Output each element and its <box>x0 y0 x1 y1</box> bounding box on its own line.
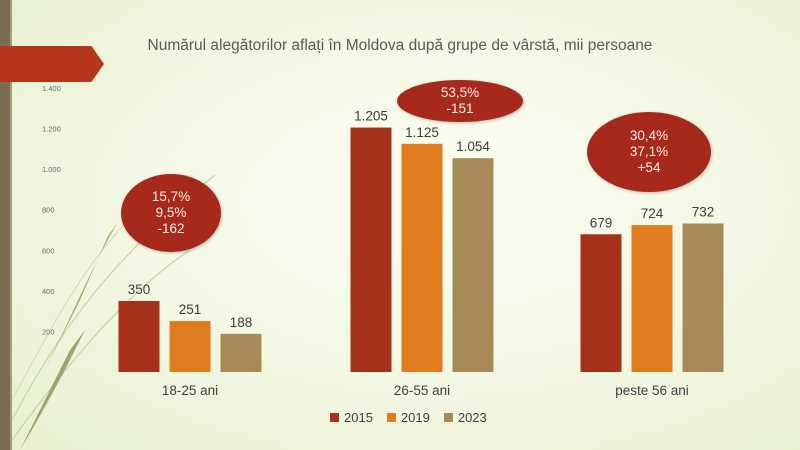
annotation-line: 9,5% <box>155 205 187 220</box>
legend-label: 2023 <box>457 410 487 425</box>
legend-swatch <box>330 413 339 422</box>
data-label: 679 <box>590 215 613 230</box>
y-tick-label: 1.000 <box>42 165 61 174</box>
title-arrow-banner <box>0 46 104 82</box>
legend-swatch <box>386 413 396 422</box>
annotation-line: 15,7% <box>151 189 191 204</box>
annotation-line: -162 <box>157 221 185 236</box>
annotation-bubble: 30,4% 37,1% +54 <box>587 112 711 192</box>
left-decor-bar <box>0 0 10 450</box>
annotation-bubble: 15,7% 9,5% -162 <box>121 174 221 252</box>
data-label: 1.054 <box>456 139 490 154</box>
bar-2015-0 <box>118 301 160 372</box>
bar-2023-0 <box>220 333 262 372</box>
y-tick-label: 200 <box>42 327 55 336</box>
bar-2019-2 <box>631 225 673 372</box>
y-tick-label: 1.200 <box>42 125 61 134</box>
bar-2015-1 <box>350 127 392 372</box>
annotation-line: 30,4% <box>629 128 669 143</box>
annotation-line: 53,5% <box>440 85 480 100</box>
bar-2019-0 <box>169 321 211 372</box>
bar-2015-2 <box>580 234 622 372</box>
legend-label: 2019 <box>400 410 430 425</box>
legend-item-2023: 2023 <box>443 410 487 425</box>
bar-2023-1 <box>452 158 494 372</box>
data-label: 350 <box>128 282 151 297</box>
y-tick-label: 600 <box>42 246 55 255</box>
annotation-line: 37,1% <box>629 144 669 159</box>
annotation-line: -151 <box>446 101 474 116</box>
data-label: 188 <box>230 315 253 330</box>
annotation-bubble: 53,5% -151 <box>397 80 523 122</box>
y-tick-label: 800 <box>42 206 55 215</box>
data-label: 1.125 <box>405 125 439 140</box>
bar-2019-1 <box>401 143 443 372</box>
legend-label: 2015 <box>344 410 373 425</box>
x-category-label: peste 56 ani <box>615 383 689 398</box>
legend-item-2015: 2015 <box>330 410 373 425</box>
legend-swatch <box>443 413 453 422</box>
annotation-line: +54 <box>637 160 661 175</box>
data-label: 251 <box>179 302 202 317</box>
legend: 2015 2019 2023 <box>330 410 487 425</box>
data-label: 732 <box>692 205 715 220</box>
chart-title: Numărul alegătorilor aflați în Moldova d… <box>147 37 653 54</box>
y-tick-label: 400 <box>42 287 55 296</box>
y-tick-label: 1.400 <box>42 84 61 93</box>
data-label: 724 <box>641 206 664 221</box>
data-label: 1.205 <box>354 109 388 124</box>
x-category-label: 18-25 ani <box>162 383 218 398</box>
legend-item-2019: 2019 <box>386 410 430 425</box>
left-decor-stripe <box>10 0 12 450</box>
x-category-label: 26-55 ani <box>394 383 450 398</box>
bar-2023-2 <box>682 223 724 372</box>
